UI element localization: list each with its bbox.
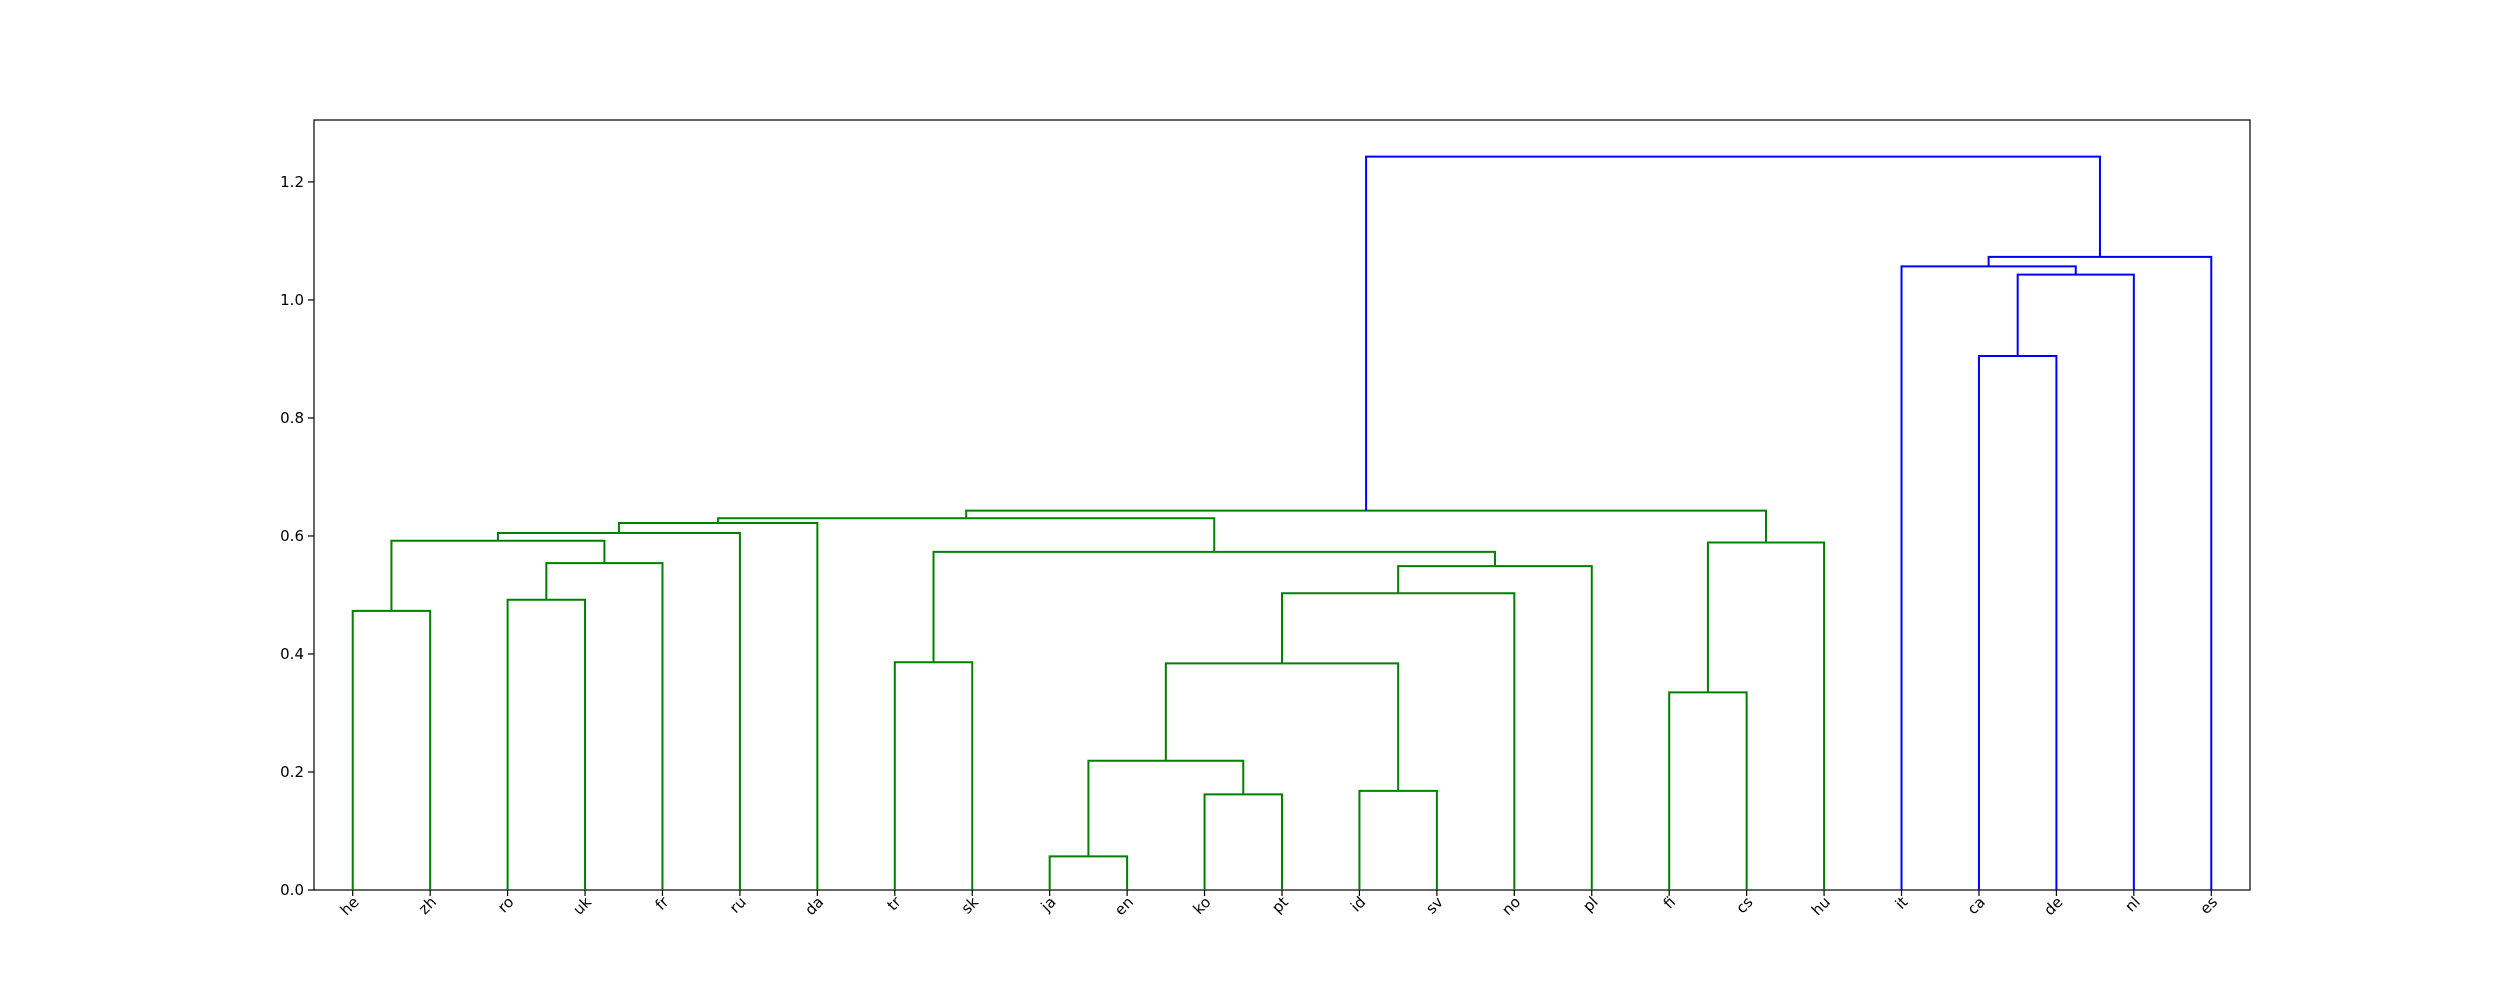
x-tick-label: he [337, 893, 363, 919]
x-tick-label: ja [1037, 893, 1060, 916]
dendrogram-link [1397, 565, 1593, 890]
x-tick-label: hu [1808, 893, 1834, 919]
x-tick-label: sv [1422, 893, 1447, 918]
dendrogram-link [1048, 855, 1129, 890]
y-tick-label: 1.2 [280, 173, 304, 191]
dendrogram-link [1706, 541, 1826, 890]
y-tick-label: 1.0 [280, 291, 304, 309]
x-tick-label: sk [958, 893, 983, 918]
x-tick-label: zh [415, 893, 440, 918]
x-tick-label: uk [569, 893, 595, 919]
dendrogram-link [1977, 355, 2058, 890]
y-tick-label: 0.0 [280, 881, 304, 899]
y-tick-label: 0.6 [280, 527, 304, 545]
x-tick-label: nl [2121, 893, 2143, 915]
x-tick-label: da [801, 893, 827, 919]
dendrogram-link [1164, 662, 1400, 791]
y-tick-label: 0.4 [280, 645, 304, 663]
dendrogram-link [1087, 759, 1245, 857]
axes-frame [313, 119, 2251, 891]
x-tick-label: ro [494, 893, 517, 916]
x-tick-label: no [1498, 893, 1524, 919]
dendrogram-link [932, 550, 1496, 663]
x-tick-label: tr [883, 892, 905, 914]
x-tick-label: en [1111, 893, 1137, 919]
dendrogram-link [1203, 793, 1283, 890]
dendrogram-link [1358, 789, 1438, 890]
dendrogram-link [1987, 255, 2213, 890]
x-tick-label: cs [1732, 893, 1756, 917]
y-tick-label: 0.2 [280, 763, 304, 781]
x-tick-label: pt [1268, 893, 1292, 917]
dendrogram-link [617, 521, 819, 890]
dendrogram-link [1900, 265, 2077, 890]
dendrogram-link [351, 609, 432, 890]
x-tick-label: ko [1189, 893, 1214, 918]
dendrogram-link [496, 532, 741, 890]
x-tick-label: es [2196, 893, 2221, 918]
dendrogram-link [1668, 691, 1748, 890]
x-tick-label: pl [1579, 893, 1601, 915]
dendrogram-link [717, 517, 1216, 552]
x-tick-label: it [1892, 893, 1912, 913]
x-tick-label: fr [652, 892, 673, 913]
dendrogram-link [506, 598, 587, 890]
dendrogram-link [893, 661, 974, 890]
x-tick-label: de [2040, 893, 2066, 919]
y-tick-label: 0.8 [280, 409, 304, 427]
dendrogram-link [2016, 273, 2135, 890]
dendrogram-link [545, 562, 664, 890]
dendrogram-link [965, 509, 1767, 543]
x-tick-label: ca [1964, 893, 1989, 918]
x-tick-label: id [1347, 893, 1369, 915]
x-tick-label: ru [726, 893, 750, 917]
dendrogram-link [1365, 155, 2101, 511]
dendrogram-link [1281, 592, 1516, 890]
